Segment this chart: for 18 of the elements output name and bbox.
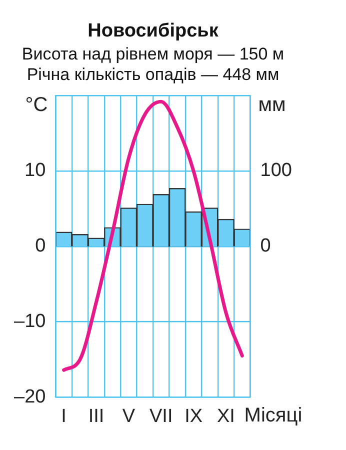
line-series: [62, 100, 244, 372]
x-tick-label: I: [61, 406, 66, 427]
y-tick-label: 10: [24, 160, 46, 182]
y2-tick-label: 0: [260, 236, 271, 257]
y2-tick-label: 100: [260, 160, 292, 182]
y2-axis-title: мм: [258, 94, 286, 116]
chart-subtitle: Висота над рівнем моря — 150 м Річна кількість опадів — 448 мм: [22, 44, 284, 84]
y-tick-label: 0: [35, 236, 46, 257]
x-tick-label: VII: [149, 406, 173, 427]
y-axis-title: °C: [25, 94, 48, 116]
x-axis-title: Місяці: [244, 404, 302, 427]
x-tick-label: IX: [184, 406, 203, 427]
y-tick-label: –10: [14, 311, 46, 332]
x-tick-label: V: [122, 406, 136, 427]
y-tick-label: –20: [14, 386, 46, 408]
chart-title: Новосибірськ: [88, 20, 219, 42]
x-tick-label: III: [88, 406, 104, 427]
x-tick-label: XI: [217, 406, 235, 427]
